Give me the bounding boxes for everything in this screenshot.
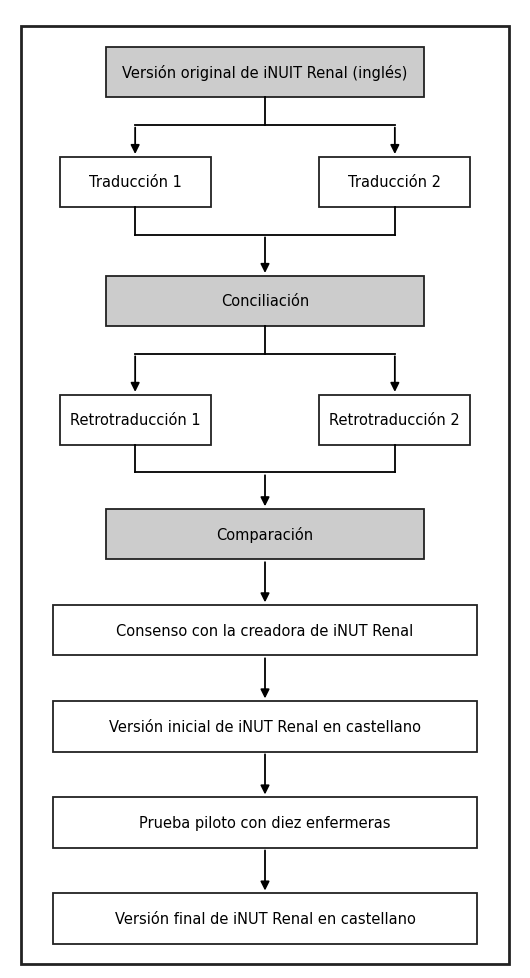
Text: Versión original de iNUIT Renal (inglés): Versión original de iNUIT Renal (inglés)	[122, 66, 408, 81]
Bar	[106, 510, 424, 559]
Bar	[319, 395, 471, 446]
Text: Comparación: Comparación	[216, 527, 314, 543]
Text: Retrotraducción 2: Retrotraducción 2	[330, 413, 460, 428]
Text: Consenso con la creadora de iNUT Renal: Consenso con la creadora de iNUT Renal	[117, 623, 413, 639]
Bar	[60, 395, 210, 446]
Text: Traducción 1: Traducción 1	[89, 175, 182, 191]
Bar	[60, 157, 210, 208]
Text: Retrotraducción 1: Retrotraducción 1	[70, 413, 200, 428]
Bar	[53, 797, 477, 848]
Text: Versión inicial de iNUT Renal en castellano: Versión inicial de iNUT Renal en castell…	[109, 719, 421, 734]
Text: Prueba piloto con diez enfermeras: Prueba piloto con diez enfermeras	[139, 815, 391, 830]
Bar	[106, 48, 424, 98]
Bar	[53, 701, 477, 752]
Text: Versión final de iNUT Renal en castellano: Versión final de iNUT Renal en castellan…	[114, 911, 416, 926]
Text: Traducción 2: Traducción 2	[348, 175, 441, 191]
Bar	[319, 157, 471, 208]
Text: Conciliación: Conciliación	[221, 294, 309, 309]
Bar	[106, 277, 424, 327]
Bar	[53, 894, 477, 944]
Bar	[53, 605, 477, 656]
